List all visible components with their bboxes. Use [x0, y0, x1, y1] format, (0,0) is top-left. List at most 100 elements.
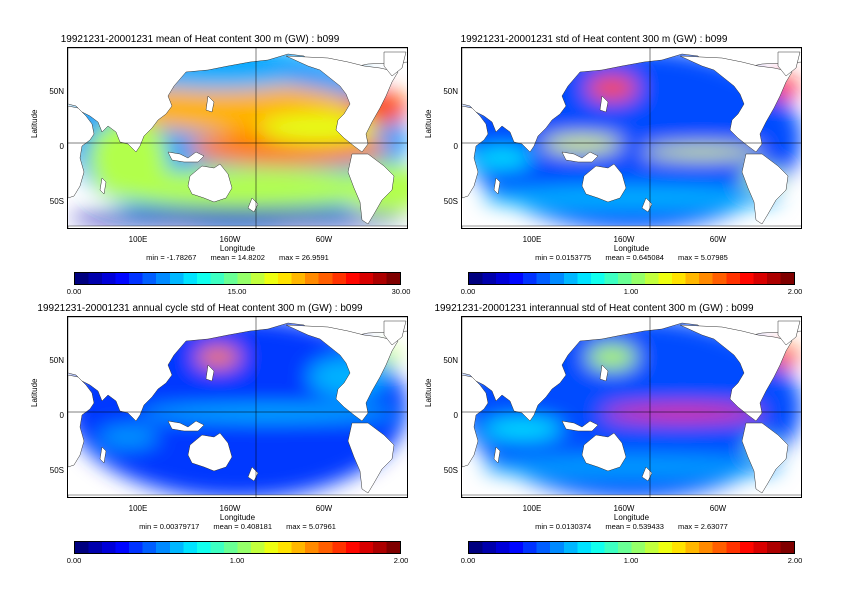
- x-axis-label: Longitude: [613, 244, 650, 253]
- lon-tick-160w: 160W: [219, 504, 241, 513]
- lon-tick-100e: 100E: [128, 504, 148, 513]
- stat-min: min = -1.78267: [146, 253, 197, 262]
- lat-tick-0: 0: [59, 411, 64, 420]
- lat-tick-50s: 50S: [443, 466, 458, 475]
- stats-line: min = 0.0130374 mean = 0.539433 max = 2.…: [461, 522, 802, 531]
- field-blob: [602, 407, 762, 419]
- lon-tick-60w: 60W: [709, 235, 727, 244]
- land-mass: [68, 105, 95, 199]
- colorbar-tick-mid: 1.00: [623, 556, 639, 565]
- stat-max: max = 5.07961: [286, 522, 336, 531]
- land-mass: [493, 177, 501, 195]
- panel-title: 19921231-20001231 std of Heat content 30…: [460, 34, 728, 45]
- stats-line: min = 0.00379717 mean = 0.408181 max = 5…: [67, 522, 408, 531]
- stat-min: min = 0.00379717: [139, 522, 200, 531]
- lon-tick-60w: 60W: [315, 504, 333, 513]
- land-mass: [777, 51, 801, 77]
- land-mass: [741, 153, 789, 225]
- map-plot: [461, 47, 802, 229]
- land-mass: [99, 446, 107, 464]
- field-blob: [472, 148, 532, 168]
- colorbar-tick-min: 0.00: [460, 556, 476, 565]
- panel-mean: 19921231-20001231 mean of Heat content 3…: [0, 0, 410, 296]
- field-blob: [587, 345, 637, 369]
- map-svg: [68, 317, 407, 497]
- lat-tick-50n: 50N: [49, 356, 64, 365]
- lat-tick-0: 0: [59, 142, 64, 151]
- land-mass: [99, 177, 107, 195]
- field-blob: [138, 407, 398, 419]
- lat-tick-50s: 50S: [49, 197, 64, 206]
- lon-tick-160w: 160W: [613, 504, 635, 513]
- land-mass: [679, 324, 793, 422]
- land-mass: [167, 151, 205, 163]
- lon-tick-160w: 160W: [219, 235, 241, 244]
- lon-tick-160w: 160W: [613, 235, 635, 244]
- land-mass: [462, 105, 489, 199]
- lat-tick-50s: 50S: [49, 466, 64, 475]
- land-mass: [581, 163, 627, 203]
- field-blob: [482, 186, 782, 210]
- land-mass: [383, 320, 407, 346]
- land-mass: [285, 324, 399, 422]
- land-mass: [599, 364, 609, 382]
- field-blob: [68, 210, 407, 226]
- land-mass: [561, 420, 599, 432]
- colorbar-tick-mid: 1.00: [229, 556, 245, 565]
- stat-mean: mean = 0.645084: [605, 253, 664, 262]
- field-blob: [88, 118, 168, 198]
- stat-mean: mean = 0.408181: [213, 522, 273, 531]
- field-blob: [98, 427, 158, 447]
- colorbar-tick-mid: 1.00: [623, 287, 639, 296]
- colorbar-tick-min: 0.00: [66, 287, 82, 296]
- land-mass: [581, 432, 627, 472]
- land-mass: [187, 432, 233, 472]
- map-plot: [461, 316, 802, 498]
- x-axis-label: Longitude: [613, 513, 650, 522]
- land-mass: [347, 153, 395, 225]
- colorbar-tick-max: 2.00: [393, 556, 409, 565]
- land-mass: [285, 55, 399, 153]
- lon-tick-100e: 100E: [522, 235, 542, 244]
- stat-max: max = 26.9591: [279, 253, 329, 262]
- land-mass: [679, 55, 793, 153]
- land-mass: [462, 374, 489, 468]
- y-axis-label: Latitude: [30, 378, 39, 407]
- lon-tick-60w: 60W: [315, 235, 333, 244]
- panel-title: 19921231-20001231 mean of Heat content 3…: [60, 34, 340, 45]
- stat-min: min = 0.0153775: [535, 253, 592, 262]
- lat-tick-0: 0: [453, 411, 458, 420]
- lat-tick-50n: 50N: [49, 87, 64, 96]
- map-svg: [462, 48, 801, 228]
- lat-tick-50n: 50N: [443, 356, 458, 365]
- colorbar: [74, 541, 401, 554]
- x-axis-label: Longitude: [219, 244, 256, 253]
- lat-tick-50n: 50N: [443, 87, 458, 96]
- map-svg: [68, 48, 407, 228]
- map-plot: [67, 316, 408, 498]
- field-blob: [642, 146, 762, 158]
- stat-max: max = 5.07985: [678, 253, 728, 262]
- stat-mean: mean = 14.8202: [210, 253, 265, 262]
- panel-title: 19921231-20001231 annual cycle std of He…: [37, 303, 363, 314]
- panel-annual-cycle-std: 19921231-20001231 annual cycle std of He…: [0, 269, 408, 565]
- land-mass: [187, 163, 233, 203]
- land-mass: [68, 494, 407, 497]
- land-mass: [493, 446, 501, 464]
- colorbar-tick-max: 2.00: [787, 287, 803, 296]
- y-axis-label: Latitude: [424, 109, 433, 138]
- land-mass: [383, 51, 407, 77]
- land-mass: [68, 225, 407, 228]
- colorbar-tick-mid: 15.00: [227, 287, 247, 296]
- field-blob: [98, 168, 398, 208]
- land-mass: [205, 95, 215, 113]
- land-mass: [777, 320, 801, 346]
- stat-mean: mean = 0.539433: [605, 522, 664, 531]
- field-blob: [482, 419, 562, 439]
- stat-max: max = 2.63077: [678, 522, 728, 531]
- colorbar-tick-max: 2.00: [787, 556, 803, 565]
- land-mass: [167, 420, 205, 432]
- lon-tick-100e: 100E: [128, 235, 148, 244]
- lon-tick-100e: 100E: [522, 504, 542, 513]
- colorbar-tick-min: 0.00: [66, 556, 82, 565]
